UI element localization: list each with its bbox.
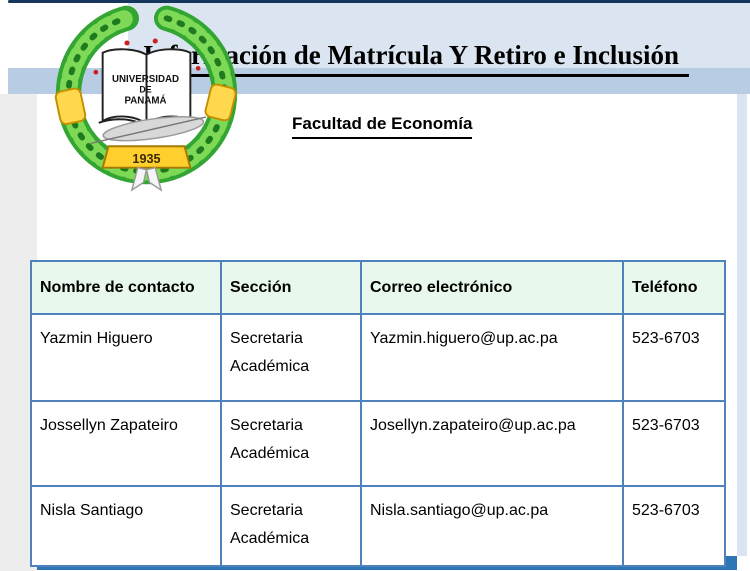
contact-phone: 523-6703 xyxy=(622,400,726,487)
contact-section: Secretaria Académica xyxy=(220,400,362,487)
header-nombre-de-contacto: Nombre de contacto xyxy=(30,260,222,315)
university-of-panama-logo: UNIVERSIDAD DE PANAMÁ 1935 xyxy=(34,4,259,194)
logo-text-universidad: UNIVERSIDAD xyxy=(112,74,179,85)
header-seccion: Sección xyxy=(220,260,362,315)
header-correo-electronico: Correo electrónico xyxy=(360,260,624,315)
university-emblem-icon: UNIVERSIDAD DE PANAMÁ 1935 xyxy=(54,5,238,192)
open-book-icon: UNIVERSIDAD DE PANAMÁ xyxy=(98,48,195,130)
contact-email: Josellyn.zapateiro@up.ac.pa xyxy=(360,400,624,487)
contact-phone: 523-6703 xyxy=(622,313,726,402)
logo-text-de: DE xyxy=(139,85,151,95)
table-row: Yazmin Higuero Secretaria Académica Yazm… xyxy=(30,313,726,402)
top-border-line xyxy=(8,0,750,3)
berries-icon xyxy=(93,38,201,75)
year-ribbon-icon: 1935 xyxy=(101,145,192,169)
right-margin-strip xyxy=(737,94,747,556)
logo-year: 1935 xyxy=(132,152,160,166)
contact-section: Secretaria Académica xyxy=(220,485,362,567)
quill-icon xyxy=(90,116,207,145)
ribbon-tails-icon xyxy=(130,166,163,192)
header-telefono: Teléfono xyxy=(622,260,726,315)
table-row: Nisla Santiago Secretaria Académica Nisl… xyxy=(30,485,726,567)
scroll-right-icon xyxy=(204,83,237,122)
table-header-row: Nombre de contacto Sección Correo electr… xyxy=(30,260,726,315)
contact-name: Nisla Santiago xyxy=(30,485,222,567)
logo-text-panama: PANAMÁ xyxy=(125,95,167,106)
section-subtitle: Facultad de Economía xyxy=(292,112,473,139)
contact-section: Secretaria Académica xyxy=(220,313,362,402)
contact-email: Yazmin.higuero@up.ac.pa xyxy=(360,313,624,402)
contact-name: Yazmin Higuero xyxy=(30,313,222,402)
header-band-light xyxy=(128,3,750,68)
contact-name: Jossellyn Zapateiro xyxy=(30,400,222,487)
contact-email: Nisla.santiago@up.ac.pa xyxy=(360,485,624,567)
scroll-left-icon xyxy=(54,87,87,126)
contacts-table: Nombre de contacto Sección Correo electr… xyxy=(30,260,726,567)
table-row: Jossellyn Zapateiro Secretaria Académica… xyxy=(30,400,726,487)
contact-phone: 523-6703 xyxy=(622,485,726,567)
